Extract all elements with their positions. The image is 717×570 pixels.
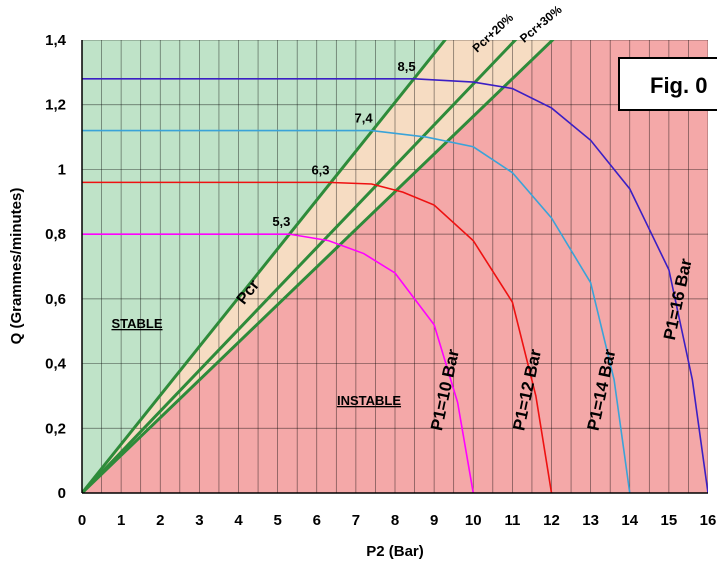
x-tick-label: 0 (78, 512, 86, 529)
point-annotation: 5,3 (272, 214, 290, 229)
x-axis-title: P2 (Bar) (366, 543, 424, 560)
x-tick-label: 15 (661, 512, 678, 529)
x-tick-label: 4 (234, 512, 243, 529)
figure-label-box (618, 57, 717, 111)
critical-line-1 (82, 40, 518, 493)
x-tick-label: 2 (156, 512, 164, 529)
y-tick-label: 0,6 (45, 291, 66, 308)
y-tick-label: 1 (58, 161, 66, 178)
critical-line-2 (82, 40, 555, 493)
stable-label: STABLE (111, 316, 162, 331)
y-tick-label: 0 (58, 485, 66, 502)
pcr30-label: Pcr+30% (517, 2, 565, 45)
point-annotation: 8,5 (398, 59, 416, 74)
critical-line-0 (82, 40, 447, 493)
series-line-1 (82, 181, 553, 493)
series-line-2 (82, 129, 631, 493)
y-tick-label: 1,4 (45, 32, 67, 49)
point-annotation: 7,4 (354, 111, 373, 126)
x-tick-label: 7 (352, 512, 360, 529)
x-tick-label: 16 (700, 512, 717, 529)
y-tick-label: 0,4 (45, 356, 67, 373)
point-annotation: 6,3 (311, 162, 329, 177)
x-tick-label: 5 (273, 512, 281, 529)
x-tick-label: 14 (621, 512, 638, 529)
y-axis-title: Q (Grammes/minutes) (8, 188, 25, 345)
series-line-0 (82, 233, 475, 493)
y-tick-label: 1,2 (45, 97, 66, 114)
x-tick-label: 13 (582, 512, 599, 529)
instable-label: INSTABLE (337, 393, 401, 408)
figure-label: Fig. 0 (650, 73, 707, 98)
x-tick-label: 11 (504, 512, 520, 529)
y-tick-label: 0,8 (45, 226, 66, 243)
y-tick-label: 0,2 (45, 420, 66, 437)
x-tick-label: 12 (543, 512, 560, 529)
x-tick-label: 10 (465, 512, 482, 529)
x-tick-label: 6 (313, 512, 321, 529)
x-tick-label: 3 (195, 512, 203, 529)
x-tick-label: 1 (117, 512, 125, 529)
x-tick-label: 8 (391, 512, 399, 529)
x-tick-label: 9 (430, 512, 438, 529)
series-line-3 (82, 78, 708, 493)
